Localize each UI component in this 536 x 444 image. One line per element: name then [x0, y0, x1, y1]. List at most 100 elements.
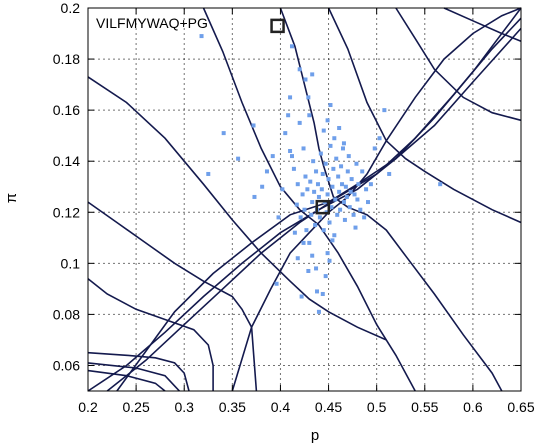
scatter-point	[342, 217, 347, 222]
scatter-point	[252, 194, 257, 199]
scatter-point	[288, 95, 293, 100]
scatter-point	[260, 184, 265, 189]
scatter-point	[327, 220, 332, 225]
scatter-point	[329, 205, 334, 210]
open-square-marker	[270, 18, 285, 34]
scatter-point	[325, 192, 330, 197]
scatter-point	[315, 182, 320, 187]
curve-line	[395, 7, 522, 122]
scatter-series	[199, 34, 443, 314]
open-square-marker	[315, 199, 331, 215]
scatter-point	[343, 184, 348, 189]
scatter-point	[283, 131, 288, 136]
scatter-point	[264, 169, 269, 174]
x-axis-label: p	[311, 427, 319, 444]
scatter-point	[351, 212, 356, 217]
scatter-point	[321, 228, 326, 233]
scatter-point	[221, 131, 226, 136]
scatter-point	[294, 202, 299, 207]
scatter-point	[280, 187, 285, 192]
scatter-point	[325, 251, 330, 256]
scatter-point	[323, 161, 328, 166]
scatter-point	[334, 156, 339, 161]
x-tick-label: 0.6	[463, 399, 483, 415]
x-tick-label: 0.55	[411, 399, 438, 415]
scatter-point	[337, 126, 342, 131]
scatter-point	[318, 151, 323, 156]
scatter-point	[326, 177, 331, 182]
scatter-point	[328, 143, 333, 148]
scatter-point	[341, 200, 346, 205]
curve-line	[87, 369, 166, 392]
scatter-point	[311, 159, 316, 164]
x-tick-label: 0.2	[78, 399, 98, 415]
scatter-point	[303, 174, 308, 179]
scatter-point	[347, 205, 352, 210]
y-tick-label: 0.1	[61, 255, 81, 271]
y-tick-label: 0.16	[53, 102, 80, 118]
scatter-point	[327, 258, 332, 263]
scatter-point	[304, 228, 309, 233]
scatter-point	[320, 291, 325, 296]
scatter-point	[356, 182, 361, 187]
scatter-point	[364, 187, 369, 192]
x-tick-label: 0.35	[219, 399, 246, 415]
scatter-point	[292, 230, 297, 235]
scatter-point	[331, 166, 336, 171]
chart-title: VILFMYWAQ+PG	[96, 15, 208, 31]
y-tick-label: 0.12	[53, 204, 80, 220]
marker-layer	[270, 18, 331, 215]
scatter-point	[338, 207, 343, 212]
scatter-point	[310, 72, 315, 77]
scatter-point	[387, 171, 392, 176]
scatter-point	[333, 197, 338, 202]
scatter-point	[320, 171, 325, 176]
scatter-point	[341, 141, 346, 146]
scatter-point	[302, 207, 307, 212]
x-tick-label: 0.5	[367, 399, 387, 415]
y-tick-label: 0.08	[53, 306, 80, 322]
scatter-point	[313, 223, 318, 228]
x-tick-label: 0.25	[122, 399, 149, 415]
scatter-point	[297, 120, 302, 125]
scatter-point	[330, 238, 335, 243]
scatter-point	[306, 268, 311, 273]
scatter-point	[346, 154, 351, 159]
curve-line	[327, 7, 522, 224]
scatter-point	[330, 184, 335, 189]
scatter-point	[316, 309, 321, 314]
scatter-point	[332, 136, 337, 141]
scatter-point	[355, 197, 360, 202]
y-tick-label: 0.18	[53, 51, 80, 67]
x-tick-label: 0.45	[315, 399, 342, 415]
scatter-point	[345, 169, 350, 174]
scatter-point	[337, 189, 342, 194]
scatter-point	[298, 215, 303, 220]
scatter-point	[308, 179, 313, 184]
scatter-point	[276, 215, 281, 220]
scatter-point	[301, 240, 306, 245]
scatter-point	[310, 253, 315, 258]
scatter-point	[289, 44, 294, 49]
curve-series	[87, 7, 522, 392]
scatter-point	[307, 240, 312, 245]
scatter-point	[236, 156, 241, 161]
scatter-point	[438, 182, 443, 187]
curve-line	[87, 7, 522, 392]
scatter-point	[321, 128, 326, 133]
scatter-point	[297, 67, 302, 72]
scatter-point	[362, 215, 367, 220]
scatter-point	[312, 189, 317, 194]
curve-line	[202, 7, 416, 392]
scatter-point	[348, 189, 353, 194]
scatter-point	[368, 182, 373, 187]
scatter-point	[336, 174, 341, 179]
x-axis-ticks: 0.2 0.25 0.3 0.35 0.4 0.45 0.5 0.55 0.6 0.65	[78, 8, 535, 415]
scatter-point	[353, 225, 358, 230]
scatter-point	[316, 194, 321, 199]
scatter-point	[274, 281, 279, 286]
curve-line	[443, 7, 522, 42]
scatter-point	[323, 274, 328, 279]
x-tick-label: 0.65	[507, 399, 534, 415]
